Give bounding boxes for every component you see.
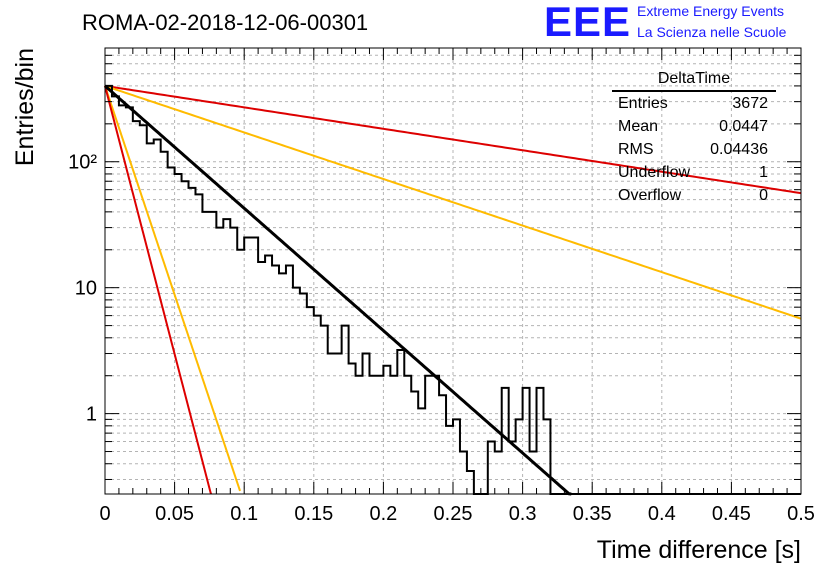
stats-row-rms: RMS 0.04436 xyxy=(612,138,778,161)
stats-value: 3672 xyxy=(732,95,768,112)
red-decay-curve xyxy=(104,85,213,495)
stats-value: 0.04436 xyxy=(710,141,768,158)
y-tick-label: 1 xyxy=(86,404,97,426)
stats-row-underflow: Underflow 1 xyxy=(612,161,778,184)
y-tick-label: 10 xyxy=(75,278,97,300)
x-tick-label: 0.5 xyxy=(787,503,815,525)
stats-value: 1 xyxy=(759,164,768,181)
x-tick-label: 0.45 xyxy=(712,503,751,525)
stats-row-overflow: Overflow 0 xyxy=(612,184,778,207)
x-tick-label: 0.05 xyxy=(155,503,194,525)
x-tick-label: 0.3 xyxy=(509,503,537,525)
stats-row-mean: Mean 0.0447 xyxy=(612,115,778,138)
x-tick-label: 0.1 xyxy=(230,503,258,525)
stats-label: Entries xyxy=(618,95,668,112)
x-tick-label: 0.15 xyxy=(294,503,333,525)
x-tick-label: 0.25 xyxy=(434,503,473,525)
orange-decay-curve xyxy=(104,85,241,492)
stats-value: 0 xyxy=(759,187,768,204)
stats-label: RMS xyxy=(618,141,654,158)
stats-label: Overflow xyxy=(618,187,682,204)
x-tick-label: 0.2 xyxy=(369,503,397,525)
stats-label: Mean xyxy=(618,118,659,135)
stats-title: DeltaTime xyxy=(612,70,776,92)
y-tick-label: 10² xyxy=(68,152,97,174)
stats-label: Underflow xyxy=(618,164,691,181)
stats-row-entries: Entries 3672 xyxy=(612,92,778,115)
x-tick-label: 0 xyxy=(99,503,110,525)
x-axis-title: Time difference [s] xyxy=(597,536,801,564)
x-tick-label: 0.35 xyxy=(573,503,612,525)
logo-subtitle-line2: La Scienza nelle Scuole xyxy=(637,24,787,40)
y-axis-title: Entries/bin xyxy=(11,48,39,166)
x-tick-label: 0.4 xyxy=(648,503,676,525)
eee-logo: EEE xyxy=(544,0,632,45)
red-decay-curve xyxy=(104,84,802,195)
logo-subtitle-line1: Extreme Energy Events xyxy=(637,3,785,19)
stats-box: DeltaTime Entries 3672 Mean 0.0447 RMS 0… xyxy=(612,70,778,207)
orange-decay-curve xyxy=(104,84,802,320)
chart-title: ROMA-02-2018-12-06-00301 xyxy=(82,10,369,35)
stats-value: 0.0447 xyxy=(719,118,768,135)
exponential-fit-curve xyxy=(104,84,572,496)
